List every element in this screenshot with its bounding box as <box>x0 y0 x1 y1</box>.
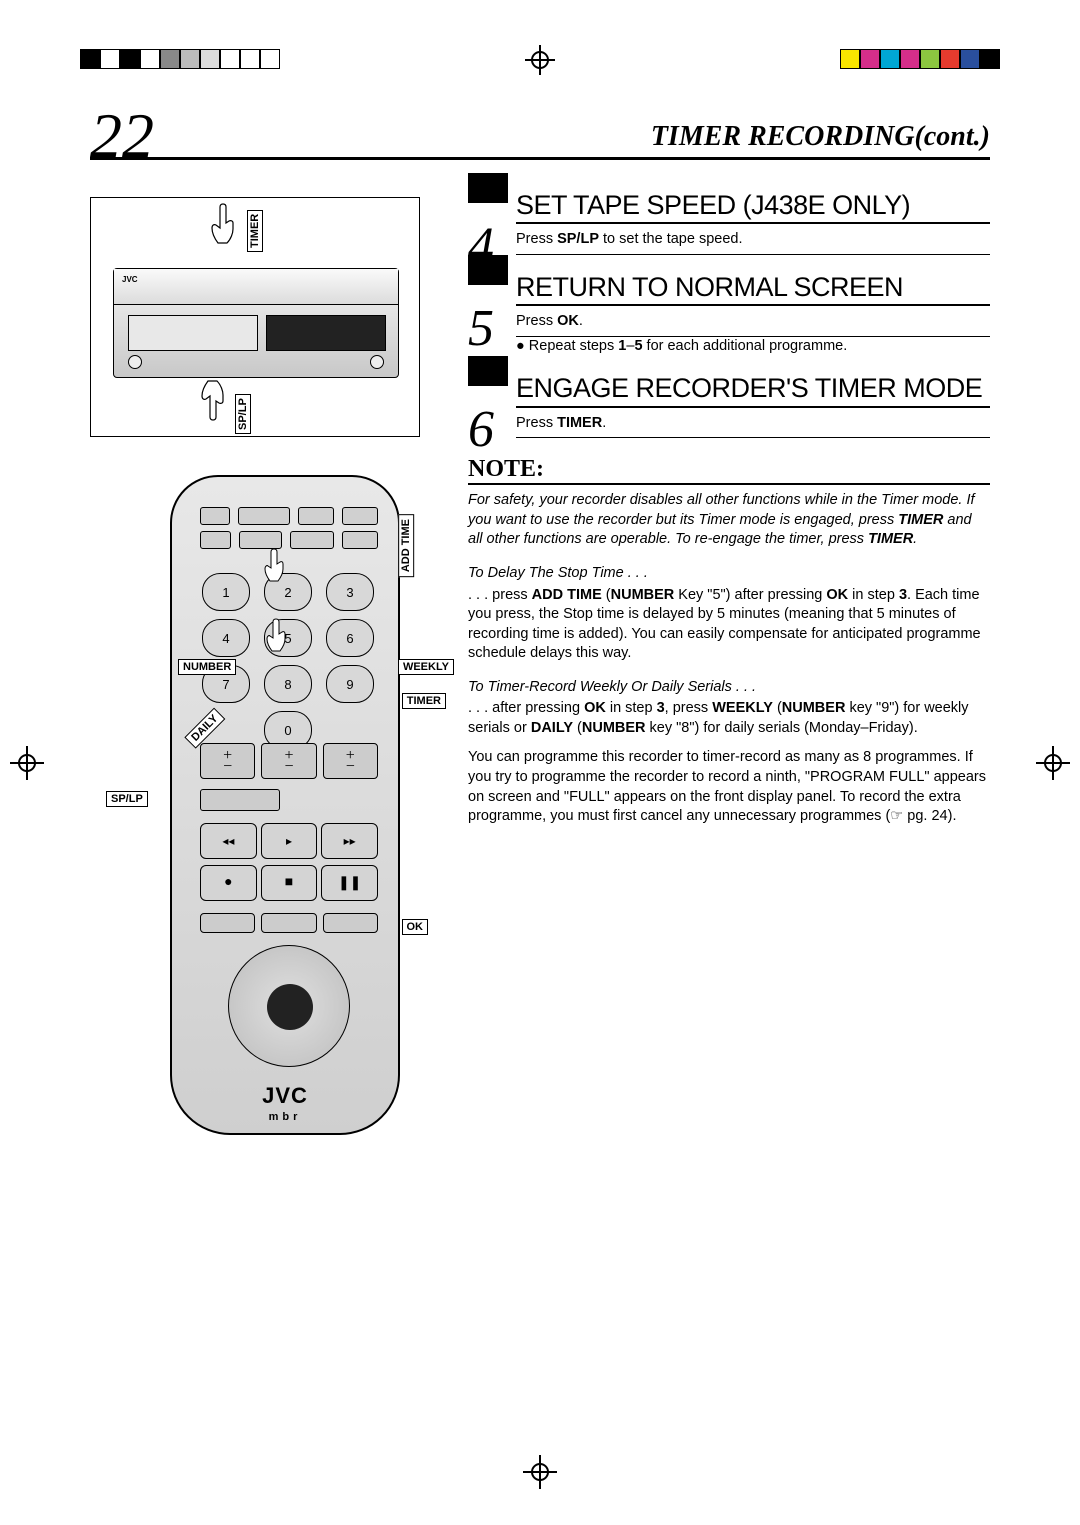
registration-marks <box>0 45 1080 85</box>
page-header-title: TIMER RECORDING(cont.) <box>651 121 990 153</box>
page-number: 22 <box>90 99 154 173</box>
step-bullet: Repeat steps 1–5 for each additional pro… <box>516 337 990 357</box>
step-title: RETURN TO NORMAL SCREEN <box>516 273 990 306</box>
step-text: Press TIMER. <box>516 414 990 434</box>
hand-icon <box>264 617 292 657</box>
remote-sub-brand: mbr <box>182 1111 388 1123</box>
step-5: 5RETURN TO NORMAL SCREEN Press OK. Repeat … <box>468 273 990 356</box>
remote-number-8: 8 <box>264 665 312 703</box>
callout-timer: TIMER <box>402 693 446 709</box>
hand-icon <box>209 202 241 248</box>
step-title: SET TAPE SPEED (J438E ONLY) <box>516 191 990 224</box>
hand-icon <box>262 547 290 587</box>
step-4: 4SET TAPE SPEED (J438E ONLY)Press SP/LP … <box>468 191 990 255</box>
instruction-column: 4SET TAPE SPEED (J438E ONLY)Press SP/LP … <box>468 191 990 1425</box>
callout-weekly: WEEKLY <box>398 659 454 675</box>
vcr-label-timer: TIMER <box>247 210 263 252</box>
vcr-label-splp: SP/LP <box>235 394 251 434</box>
vcr-illustration: TIMER JVC SP/LP <box>90 197 420 437</box>
note-subheading: To Timer-Record Weekly Or Daily Serials … <box>468 678 990 698</box>
callout-number: NUMBER <box>178 659 236 675</box>
note-text: . . . after pressing OK in step 3, press… <box>468 699 990 738</box>
reg-color-bars <box>840 49 1000 69</box>
step-6: 6ENGAGE RECORDER'S TIMER MODEPress TIMER… <box>468 374 990 438</box>
callout-splp: SP/LP <box>106 791 148 807</box>
remote-number-1: 1 <box>202 573 250 611</box>
illustration-column: TIMER JVC SP/LP <box>90 191 440 1425</box>
remote-number-4: 4 <box>202 619 250 657</box>
note-text: . . . press ADD TIME (NUMBER Key "5") af… <box>468 586 990 664</box>
note-subheading: To Delay The Stop Time . . . <box>468 564 990 584</box>
note-heading: NOTE: <box>468 456 990 485</box>
hand-icon <box>199 376 231 422</box>
remote-illustration: 1234567890 +−+−+− ◂◂▸▸▸ ●■❚❚ JVC mbr <box>170 475 400 1135</box>
step-text: Press OK. <box>516 312 990 332</box>
step-number: 5 <box>468 303 516 355</box>
callout-ok: OK <box>402 919 429 935</box>
crop-mark-icon <box>14 750 40 776</box>
crop-mark-icon <box>1040 750 1066 776</box>
step-text: Press SP/LP to set the tape speed. <box>516 230 990 250</box>
reg-gray-bars <box>80 49 300 69</box>
remote-brand: JVC <box>182 1083 388 1109</box>
remote-number-3: 3 <box>326 573 374 611</box>
crop-mark-icon <box>527 1459 553 1485</box>
header-rule <box>90 157 990 160</box>
step-title: ENGAGE RECORDER'S TIMER MODE <box>516 374 990 407</box>
callout-addtime: ADD TIME <box>398 514 414 577</box>
remote-number-6: 6 <box>326 619 374 657</box>
remote-number-9: 9 <box>326 665 374 703</box>
note-body: For safety, your recorder disables all o… <box>468 491 990 826</box>
crop-mark-icon <box>527 47 553 73</box>
step-number: 6 <box>468 404 516 456</box>
